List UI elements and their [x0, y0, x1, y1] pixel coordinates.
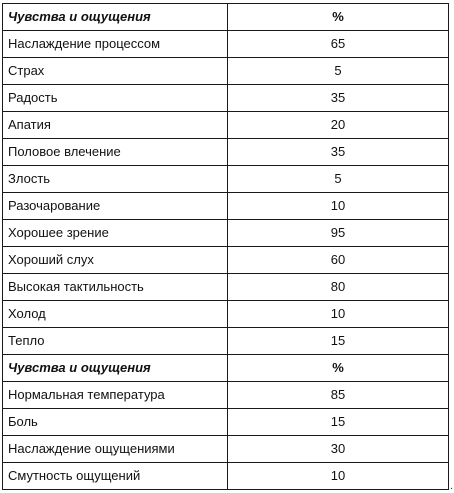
percent-value-cell: 5	[227, 165, 449, 193]
percent-value-cell: 85	[227, 381, 449, 409]
percent-value-cell: 35	[227, 84, 449, 112]
feeling-name-cell: Половое влечение	[2, 138, 228, 166]
table-header-row: Чувства и ощущения%	[2, 3, 449, 31]
percent-value-cell: 30	[227, 435, 449, 463]
percent-value-cell: 10	[227, 192, 449, 220]
feeling-name-cell: Тепло	[2, 327, 228, 355]
percent-value-cell: 65	[227, 30, 449, 58]
feeling-name-cell: Радость	[2, 84, 228, 112]
table-row: Радость 35	[2, 84, 449, 112]
table-row: Половое влечение 35	[2, 138, 449, 166]
percent-value-cell: 80	[227, 273, 449, 301]
feeling-name-cell: Смутность ощущений	[2, 462, 228, 490]
header-cell-feeling: Чувства и ощущения	[2, 354, 228, 382]
table-row: Апатия 20	[2, 111, 449, 139]
feeling-name-cell: Разочарование	[2, 192, 228, 220]
table-row: Боль 15	[2, 408, 449, 436]
percent-value-cell: 60	[227, 246, 449, 274]
table-body: Чувства и ощущения% Наслаждение процессом…	[2, 3, 449, 490]
table-row: Нормальная температура 85	[2, 381, 449, 409]
feeling-name-cell: Страх	[2, 57, 228, 85]
percent-value-cell: 15	[227, 408, 449, 436]
percent-value-cell: 10	[227, 300, 449, 328]
feeling-name-cell: Злость	[2, 165, 228, 193]
table-row: Хороший слух 60	[2, 246, 449, 274]
percent-value-cell: 5	[227, 57, 449, 85]
table-row: Наслаждение ощущениями 30	[2, 435, 449, 463]
feelings-table: Чувства и ощущения% Наслаждение процессом…	[2, 3, 449, 490]
feeling-name-cell: Наслаждение ощущениями	[2, 435, 228, 463]
table-row: Хорошее зрение 95	[2, 219, 449, 247]
table-row: Страх 5	[2, 57, 449, 85]
table-row: Холод 10	[2, 300, 449, 328]
table-row: Высокая тактильность 80	[2, 273, 449, 301]
percent-value-cell: 95	[227, 219, 449, 247]
document-page: Чувства и ощущения% Наслаждение процессом…	[2, 3, 449, 490]
feeling-name-cell: Холод	[2, 300, 228, 328]
feeling-name-cell: Хороший слух	[2, 246, 228, 274]
header-cell-percent: %	[227, 354, 449, 382]
feeling-name-cell: Апатия	[2, 111, 228, 139]
percent-value-cell: 20	[227, 111, 449, 139]
header-cell-feeling: Чувства и ощущения	[2, 3, 228, 31]
table-row: Злость 5	[2, 165, 449, 193]
table-row: Наслаждение процессом 65	[2, 30, 449, 58]
table-row: Тепло 15	[2, 327, 449, 355]
feeling-name-cell: Хорошее зрение	[2, 219, 228, 247]
table-row: Смутность ощущений 10	[2, 462, 449, 490]
table-header-row: Чувства и ощущения%	[2, 354, 449, 382]
trailing-mark: .	[450, 480, 454, 492]
feeling-name-cell: Наслаждение процессом	[2, 30, 228, 58]
percent-value-cell: 15	[227, 327, 449, 355]
header-cell-percent: %	[227, 3, 449, 31]
feeling-name-cell: Нормальная температура	[2, 381, 228, 409]
feeling-name-cell: Боль	[2, 408, 228, 436]
percent-value-cell: 10	[227, 462, 449, 490]
feeling-name-cell: Высокая тактильность	[2, 273, 228, 301]
table-row: Разочарование 10	[2, 192, 449, 220]
percent-value-cell: 35	[227, 138, 449, 166]
